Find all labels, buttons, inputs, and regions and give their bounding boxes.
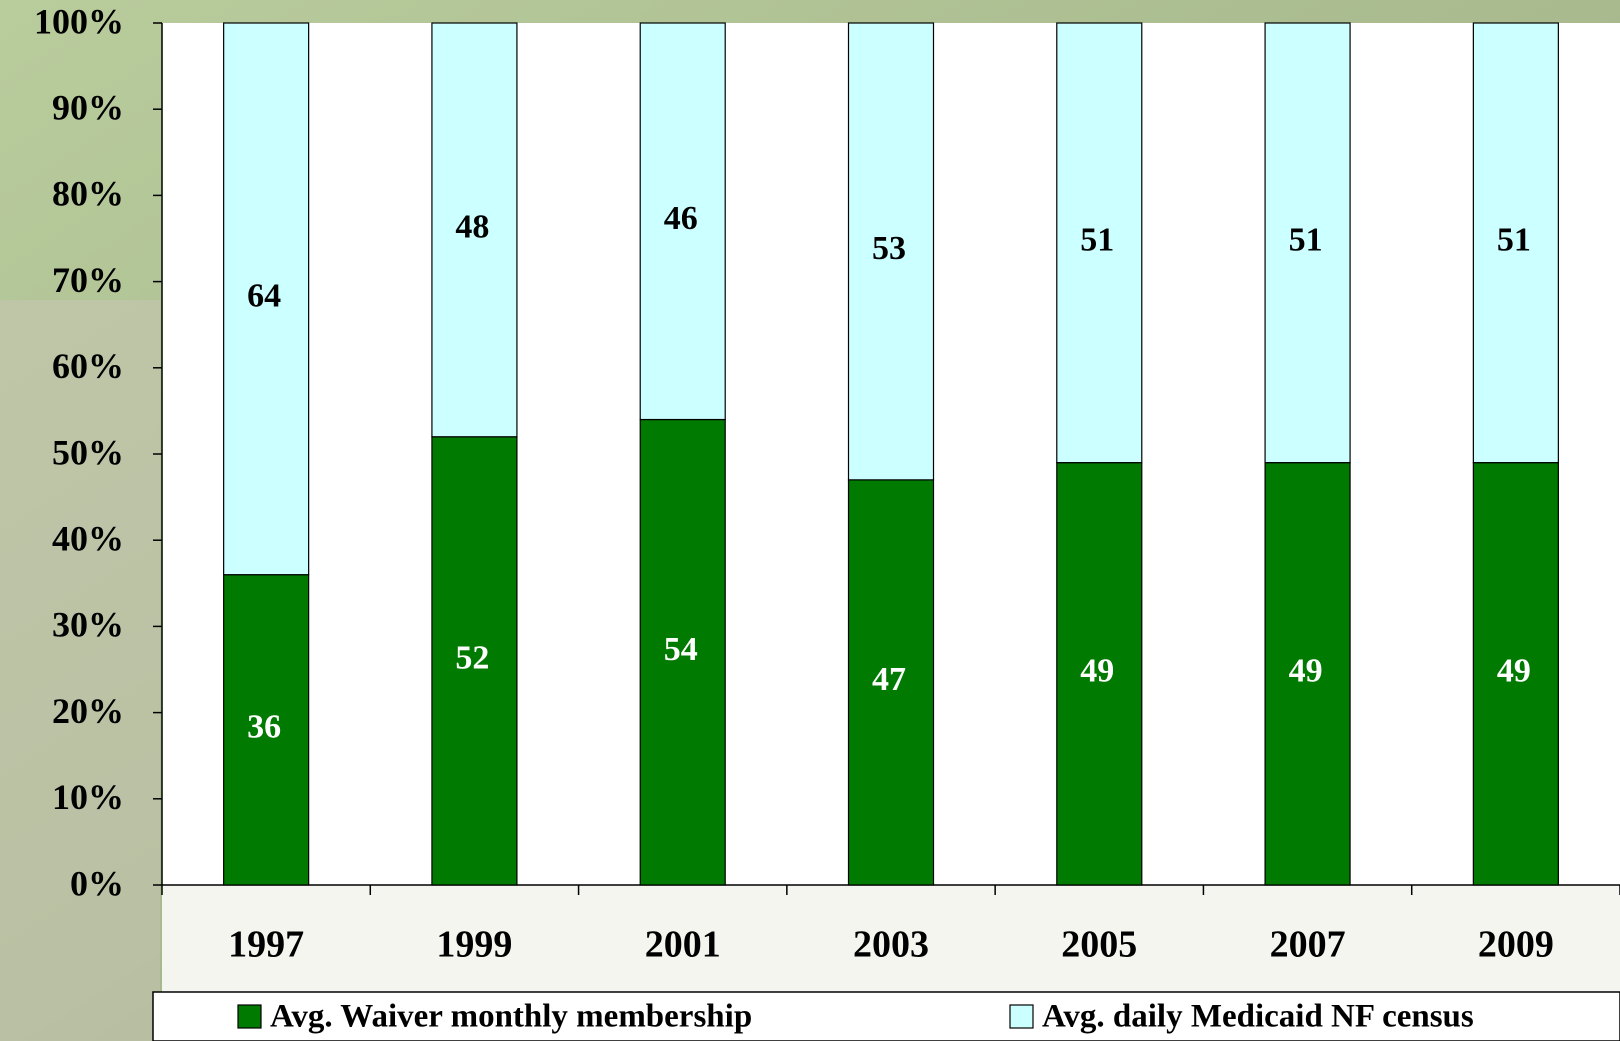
value-label: 49 <box>1497 653 1531 690</box>
value-label: 54 <box>664 631 698 668</box>
value-label: 49 <box>1289 653 1323 690</box>
y-tick-label: 30% <box>52 605 124 645</box>
y-tick-label: 70% <box>52 260 124 300</box>
x-tick-label: 2005 <box>1061 924 1137 966</box>
legend-label: Avg. Waiver monthly membership <box>270 999 752 1035</box>
y-tick-label: 0% <box>70 863 124 903</box>
x-tick-label: 2003 <box>853 924 929 966</box>
value-label: 64 <box>247 278 281 315</box>
y-tick-label: 10% <box>52 777 124 817</box>
y-tick-label: 100% <box>34 1 124 41</box>
y-tick-label: 60% <box>52 346 124 386</box>
value-label: 36 <box>247 709 281 746</box>
value-label: 53 <box>872 230 906 267</box>
legend-swatch <box>238 1005 261 1028</box>
value-label: 51 <box>1497 222 1531 259</box>
legend-label: Avg. daily Medicaid NF census <box>1042 999 1474 1035</box>
y-tick-label: 20% <box>52 691 124 731</box>
y-tick-label: 80% <box>52 174 124 214</box>
building-backdrop <box>0 300 160 1041</box>
value-label: 52 <box>455 640 489 677</box>
legend-swatch <box>1010 1005 1033 1028</box>
chart: 0% 10% 20% 30% 40% 50% 60% 70% 80% 90% 100% 1997 36 6… <box>0 0 1620 1041</box>
x-tick-label: 1999 <box>436 924 512 966</box>
x-tick-label: 2001 <box>645 924 721 966</box>
page: 0% 10% 20% 30% 40% 50% 60% 70% 80% 90% 100% 1997 36 6… <box>0 0 1620 1041</box>
y-tick-label: 90% <box>52 87 124 127</box>
value-label: 47 <box>872 661 906 698</box>
value-label: 48 <box>455 209 489 246</box>
value-label: 46 <box>664 200 698 237</box>
x-tick-label: 2007 <box>1270 924 1346 966</box>
x-tick-label: 1997 <box>228 924 304 966</box>
y-tick-label: 50% <box>52 432 124 472</box>
value-label: 49 <box>1080 653 1114 690</box>
y-tick-label: 40% <box>52 518 124 558</box>
x-tick-label: 2009 <box>1478 924 1554 966</box>
value-label: 51 <box>1080 222 1114 259</box>
value-label: 51 <box>1289 222 1323 259</box>
